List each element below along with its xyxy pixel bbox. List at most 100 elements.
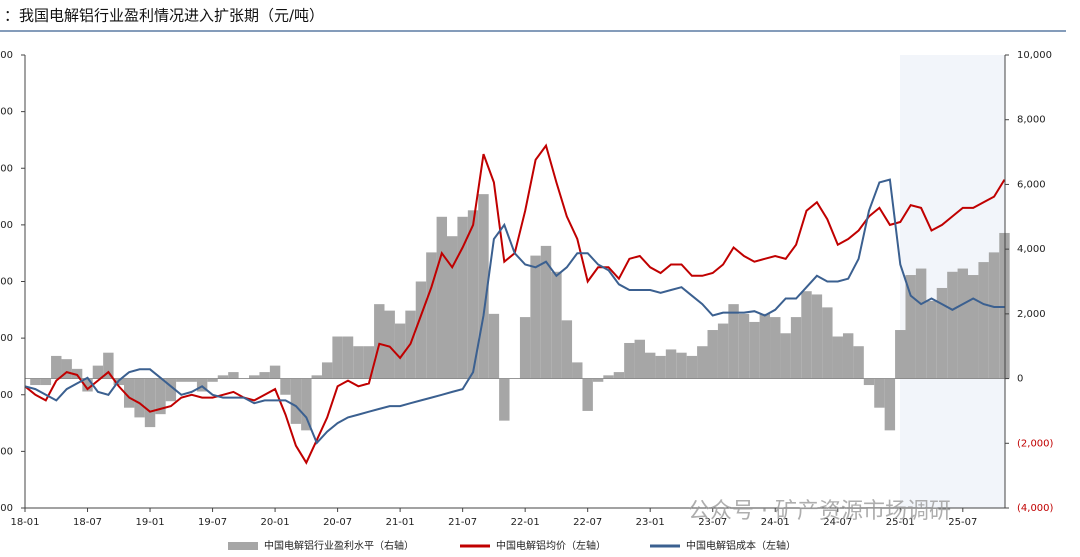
x-tick-label: 24-07	[823, 517, 852, 528]
profit-bar	[144, 378, 156, 428]
x-tick-label: 22-01	[511, 517, 540, 528]
profit-bar	[71, 368, 83, 379]
profit-bar	[561, 320, 573, 379]
profit-bar	[186, 378, 197, 382]
profit-bar	[790, 317, 802, 379]
profit-bar	[301, 378, 312, 431]
profit-bar	[780, 333, 791, 379]
profit-bar	[280, 378, 291, 395]
profit-bar	[634, 339, 645, 379]
profit-bar	[353, 346, 364, 379]
profit-bar	[707, 330, 718, 379]
profit-bar	[155, 378, 166, 415]
y-tick-label: 16,000	[0, 333, 13, 344]
y2-tick-label: 10,000	[1017, 50, 1052, 61]
x-tick-label: 18-07	[73, 517, 102, 528]
profit-bar	[30, 378, 41, 386]
profit-bar	[811, 294, 823, 379]
profit-bar	[123, 378, 135, 408]
y2-tick-label: (2,000)	[1017, 438, 1054, 449]
profit-bar	[947, 271, 958, 379]
profit-bar	[259, 372, 270, 379]
profit-bar	[915, 268, 927, 379]
profit-bar	[92, 365, 104, 379]
legend-label: 中国电解铝行业盈利水平（右轴）	[264, 539, 414, 552]
x-tick-label: 21-01	[386, 517, 415, 528]
y-tick-label: 20,000	[0, 220, 13, 231]
profit-bar	[936, 287, 948, 379]
profit-bar	[686, 355, 698, 379]
y-tick-label: 22,000	[0, 163, 13, 174]
y-tick-label: 10,000	[0, 503, 13, 514]
profit-bar	[269, 365, 281, 379]
profit-bar	[165, 378, 177, 402]
y2-tick-label: 0	[1017, 374, 1023, 385]
profit-bar	[988, 252, 1000, 379]
legend-swatch	[228, 542, 258, 550]
profit-bar	[895, 330, 906, 379]
profit-bar	[82, 378, 93, 392]
legend-label: 中国电解铝成本（左轴）	[686, 539, 796, 552]
profit-bar	[697, 346, 708, 379]
profit-bar	[582, 378, 593, 411]
profit-bar	[478, 194, 489, 379]
profit-bar	[499, 378, 510, 421]
profit-bar	[332, 336, 343, 379]
x-tick-label: 25-01	[886, 517, 915, 528]
profit-bar	[207, 378, 218, 382]
profit-bar	[384, 310, 395, 379]
profit-bar	[905, 275, 916, 379]
profit-bar	[363, 346, 375, 379]
profit-bar	[884, 378, 896, 431]
watermark: 公众号 · 矿产资源市场调研	[688, 499, 951, 524]
profit-bar	[217, 375, 229, 379]
y2-tick-label: 4,000	[1017, 244, 1046, 255]
profit-bar	[394, 323, 406, 379]
x-tick-label: 23-01	[636, 517, 665, 528]
x-tick-label: 19-01	[136, 517, 165, 528]
legend-label: 中国电解铝均价（左轴）	[496, 539, 606, 552]
profit-bar	[717, 323, 729, 379]
profit-bar	[103, 352, 114, 379]
profit-bar	[728, 304, 739, 379]
profit-bar	[644, 352, 656, 379]
profit-bar	[530, 255, 541, 379]
profit-bar	[40, 378, 52, 386]
profit-bar	[832, 336, 843, 379]
profit-bar	[519, 317, 531, 379]
x-tick-label: 18-01	[10, 517, 39, 528]
profit-bar	[321, 362, 333, 379]
profit-bar	[290, 378, 302, 424]
line-series	[24, 178, 1005, 445]
profit-bar	[926, 300, 937, 379]
y2-tick-label: (4,000)	[1017, 503, 1054, 514]
profit-bar	[624, 342, 635, 379]
profit-bar	[176, 378, 187, 382]
profit-bar	[770, 317, 781, 379]
profit-bar	[978, 262, 989, 379]
profit-bar	[342, 336, 354, 379]
x-tick-label: 22-07	[573, 517, 602, 528]
profit-bar	[759, 313, 771, 379]
line-series	[24, 143, 1006, 465]
profit-bar	[572, 362, 583, 379]
chart-title: ：我国电解铝行业盈利情况进入扩张期（元/吨）	[4, 7, 324, 25]
x-tick-label: 20-01	[261, 517, 290, 528]
profit-bar	[957, 268, 969, 379]
x-tick-label: 25-07	[948, 517, 977, 528]
profit-bar	[551, 271, 562, 379]
profit-bar	[415, 281, 427, 379]
profit-bar	[426, 252, 437, 379]
profit-bar	[311, 375, 322, 379]
profit-bar	[488, 313, 500, 379]
profit-bar	[853, 346, 864, 379]
x-tick-label: 19-07	[198, 517, 227, 528]
x-tick-label: 21-07	[448, 517, 477, 528]
profit-bar	[134, 378, 145, 418]
profit-bar	[196, 378, 208, 392]
y2-tick-label: 2,000	[1017, 309, 1046, 320]
profit-bar	[655, 355, 666, 379]
profit-bar	[51, 355, 62, 379]
y-tick-label: 14,000	[0, 390, 13, 401]
